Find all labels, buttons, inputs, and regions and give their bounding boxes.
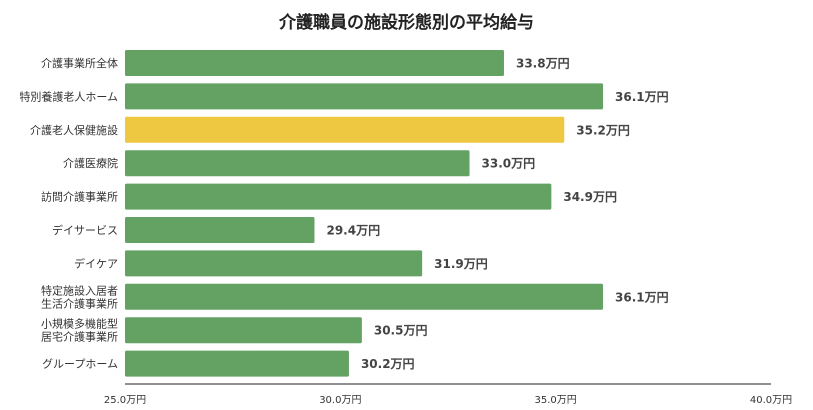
bar-1 xyxy=(125,83,604,110)
x-tick-label-2: 35.0万円 xyxy=(535,395,577,406)
category-label-3: 介護医療院 xyxy=(63,156,118,170)
value-label-6: 31.9万円 xyxy=(434,257,488,271)
bar-4 xyxy=(125,183,552,210)
category-label-1: 特別養護老人ホーム xyxy=(19,89,118,103)
bar-2 xyxy=(125,116,565,143)
category-label-7: 特定施設入居者生活介護事業所 xyxy=(41,283,118,310)
category-label-6: デイケア xyxy=(74,256,118,270)
chart-title: 介護職員の施設形態別の平均給与 xyxy=(279,13,534,33)
category-label-2: 介護老人保健施設 xyxy=(30,123,118,137)
category-label-0: 介護事業所全体 xyxy=(41,56,118,70)
bar-8 xyxy=(125,317,362,344)
category-label-8: 小規模多機能型居宅介護事業所 xyxy=(41,317,118,344)
value-label-1: 36.1万円 xyxy=(615,90,669,104)
value-label-2: 35.2万円 xyxy=(576,123,630,137)
value-label-3: 33.0万円 xyxy=(482,157,536,171)
x-tick-label-1: 30.0万円 xyxy=(319,395,361,406)
value-label-0: 33.8万円 xyxy=(516,57,570,71)
bar-3 xyxy=(125,150,470,177)
bar-9 xyxy=(125,350,349,377)
value-label-5: 29.4万円 xyxy=(326,224,380,238)
value-label-9: 30.2万円 xyxy=(361,357,415,371)
bar-0 xyxy=(125,50,504,76)
value-label-4: 34.9万円 xyxy=(563,190,617,204)
category-label-5: デイサービス xyxy=(52,223,118,237)
value-label-7: 36.1万円 xyxy=(615,290,669,304)
x-tick-label-3: 40.0万円 xyxy=(750,395,792,406)
category-label-4: 訪問介護事業所 xyxy=(41,190,118,204)
bar-5 xyxy=(125,217,315,243)
category-label-9: グループホーム xyxy=(42,357,118,371)
value-label-8: 30.5万円 xyxy=(374,324,428,338)
x-tick-label-0: 25.0万円 xyxy=(104,395,146,406)
bar-7 xyxy=(125,283,604,310)
bar-6 xyxy=(125,250,423,277)
